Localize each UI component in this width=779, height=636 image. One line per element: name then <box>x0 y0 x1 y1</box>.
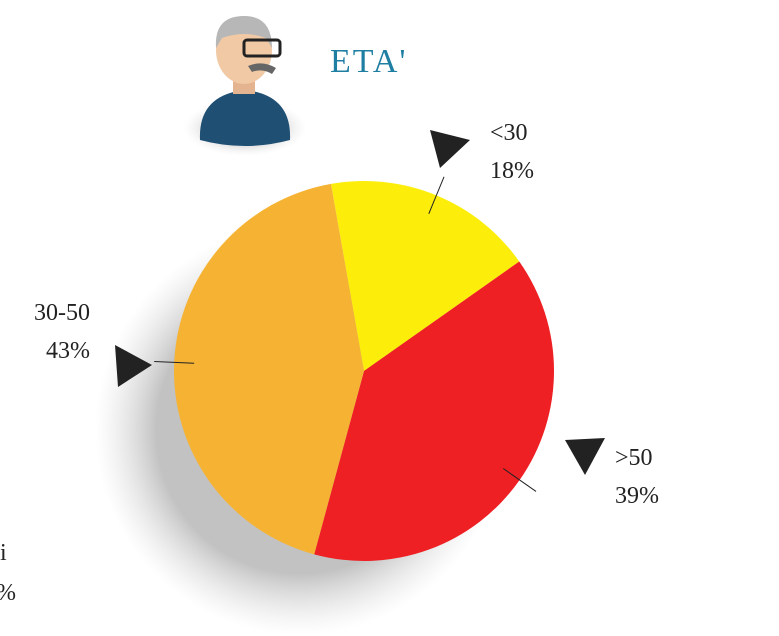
annotation: % <box>0 580 16 606</box>
pie-slice <box>331 181 520 371</box>
leader-line <box>502 468 537 492</box>
pie-slice <box>173 183 364 555</box>
pointer <box>430 130 470 168</box>
pointer <box>565 438 605 475</box>
category-label: <30 <box>490 120 528 146</box>
value-label: 39% <box>615 483 659 509</box>
pointer <box>115 345 152 387</box>
annotation: i <box>0 540 7 566</box>
value-label: 43% <box>46 338 90 364</box>
leader-line <box>154 360 195 364</box>
person-icon <box>183 16 307 156</box>
chart-title: ETA' <box>330 43 408 80</box>
value-label: 18% <box>490 158 534 184</box>
pie-slice <box>314 261 554 562</box>
category-label: >50 <box>615 445 653 471</box>
leader-line <box>428 176 445 215</box>
category-label: 30-50 <box>34 300 90 326</box>
